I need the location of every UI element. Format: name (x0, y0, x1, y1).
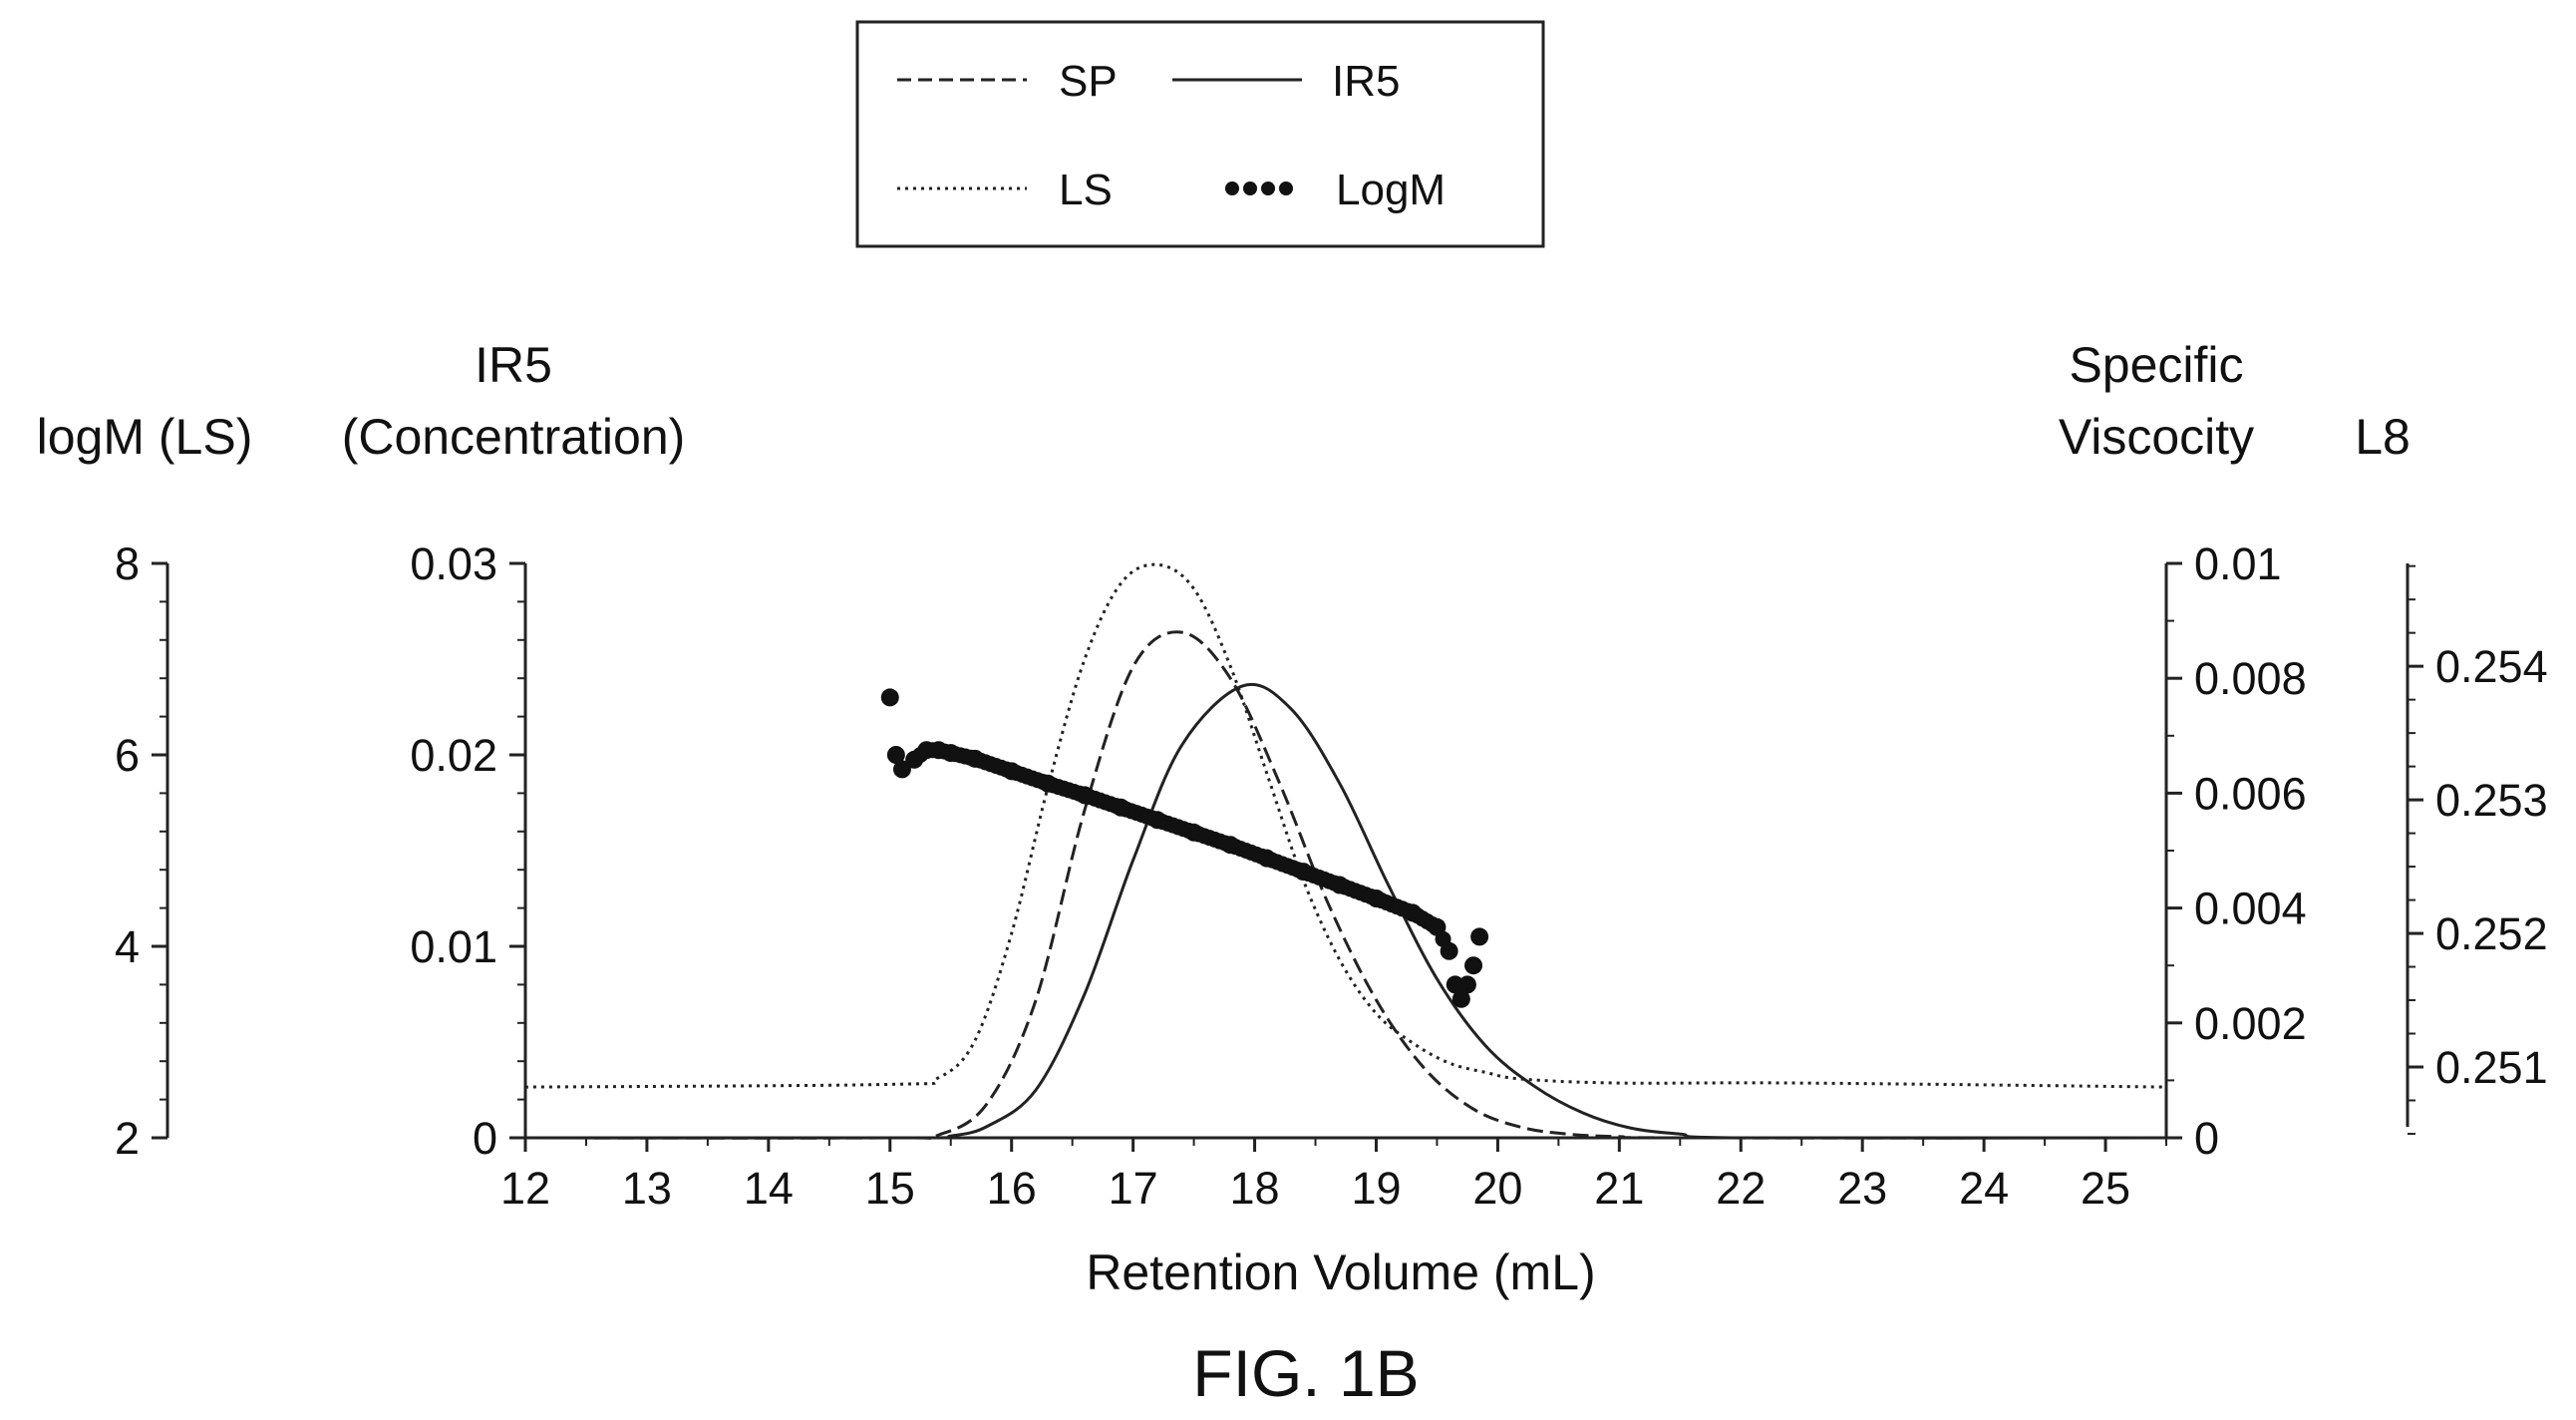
logm-axis-title: logM (LS) (37, 409, 253, 465)
sp-tick-label: 0.004 (2194, 884, 2307, 934)
x-tick-label: 19 (1351, 1163, 1401, 1214)
legend-entry-sp: SP (897, 57, 1118, 106)
series-logm-point (1464, 956, 1483, 975)
series-ir5-line (524, 682, 2167, 1140)
logm-tick-label: 8 (115, 538, 140, 589)
figure-caption: FIG. 1B (1192, 1336, 1419, 1410)
series-sp-line (524, 630, 2167, 1141)
legend-swatch-logm-dot (1225, 181, 1239, 195)
logm-axis-ticks: 2 4 6 8 (115, 538, 167, 1164)
legend-label-ls: LS (1059, 166, 1113, 214)
sp-axis-ticks: 0 0.002 0.004 0.006 0.008 0.01 (2166, 538, 2307, 1164)
ir5-axis-ticks: 0 0.01 0.02 0.03 (410, 538, 525, 1164)
series-logm-point (880, 688, 899, 707)
x-tick-label: 20 (1472, 1163, 1522, 1214)
x-tick-label: 25 (2081, 1163, 2130, 1214)
legend: SP IR5 LS LogM (855, 20, 1545, 248)
ir5-tick-label: 0.02 (410, 730, 497, 781)
sp-tick-label: 0.01 (2194, 538, 2282, 589)
logm-tick-label: 4 (115, 921, 140, 972)
sp-axis-title-line1: Specific (2069, 337, 2243, 393)
legend-swatch-logm-dot (1261, 181, 1275, 195)
series-ls-line (524, 562, 2167, 1089)
x-tick-label: 14 (744, 1163, 794, 1214)
x-tick-label: 16 (987, 1163, 1037, 1214)
ir5-tick-label: 0.01 (410, 921, 497, 972)
legend-entry-logm: LogM (1225, 166, 1446, 214)
ls-tick-label: 0.251 (2435, 1042, 2548, 1093)
series-layer (524, 562, 2167, 1141)
sp-axis-title-line2: Viscocity (2059, 409, 2254, 465)
x-tick-label: 13 (622, 1163, 672, 1214)
series-logm-point (1457, 975, 1476, 994)
series-logm-point (1451, 989, 1470, 1008)
ls-tick-label: 0.253 (2435, 775, 2548, 826)
x-tick-label: 21 (1594, 1163, 1644, 1214)
x-axis-ticks: 12 13 14 15 16 17 18 19 20 21 22 23 24 25 (500, 1138, 2167, 1214)
legend-entry-ls: LS (897, 166, 1113, 214)
sp-tick-label: 0.008 (2194, 653, 2307, 704)
legend-label-ir5: IR5 (1332, 57, 1400, 106)
x-axis-title: Retention Volume (mL) (1086, 1244, 1595, 1300)
x-tick-label: 18 (1230, 1163, 1280, 1214)
x-tick-label: 15 (865, 1163, 915, 1214)
legend-label-logm: LogM (1336, 166, 1446, 214)
ls-axis-ticks: 0.251 0.252 0.253 0.254 (2408, 564, 2548, 1135)
sp-tick-label: 0 (2194, 1113, 2219, 1164)
ir5-tick-label: 0 (473, 1113, 497, 1164)
legend-box (855, 20, 1545, 248)
x-tick-label: 17 (1109, 1163, 1158, 1214)
x-tick-label: 12 (500, 1163, 550, 1214)
sp-tick-label: 0.006 (2194, 768, 2307, 819)
ir5-axis-title-line2: (Concentration) (342, 409, 686, 465)
series-logm-point (1470, 927, 1489, 946)
ls-tick-label: 0.252 (2435, 908, 2548, 959)
ls-axis-title: L8 (2355, 409, 2411, 465)
ir5-tick-label: 0.03 (410, 538, 497, 589)
logm-tick-label: 6 (115, 730, 140, 781)
sp-tick-label: 0.002 (2194, 998, 2307, 1049)
x-tick-label: 24 (1959, 1163, 2009, 1214)
axes (165, 563, 2410, 1140)
series-logm (880, 688, 1489, 1008)
legend-swatch-logm-dot (1243, 181, 1257, 195)
legend-entry-ir5: IR5 (1172, 57, 1400, 106)
series-logm-point (892, 760, 911, 779)
logm-tick-label: 2 (115, 1113, 140, 1164)
ir5-axis-title-line1: IR5 (475, 337, 552, 393)
ls-tick-label: 0.254 (2435, 641, 2548, 692)
x-tick-label: 22 (1716, 1163, 1766, 1214)
legend-swatch-logm-dot (1279, 181, 1293, 195)
series-logm-point (886, 746, 905, 764)
series-logm-point (1440, 941, 1458, 960)
legend-label-sp: SP (1059, 57, 1118, 106)
x-tick-label: 23 (1837, 1163, 1887, 1214)
